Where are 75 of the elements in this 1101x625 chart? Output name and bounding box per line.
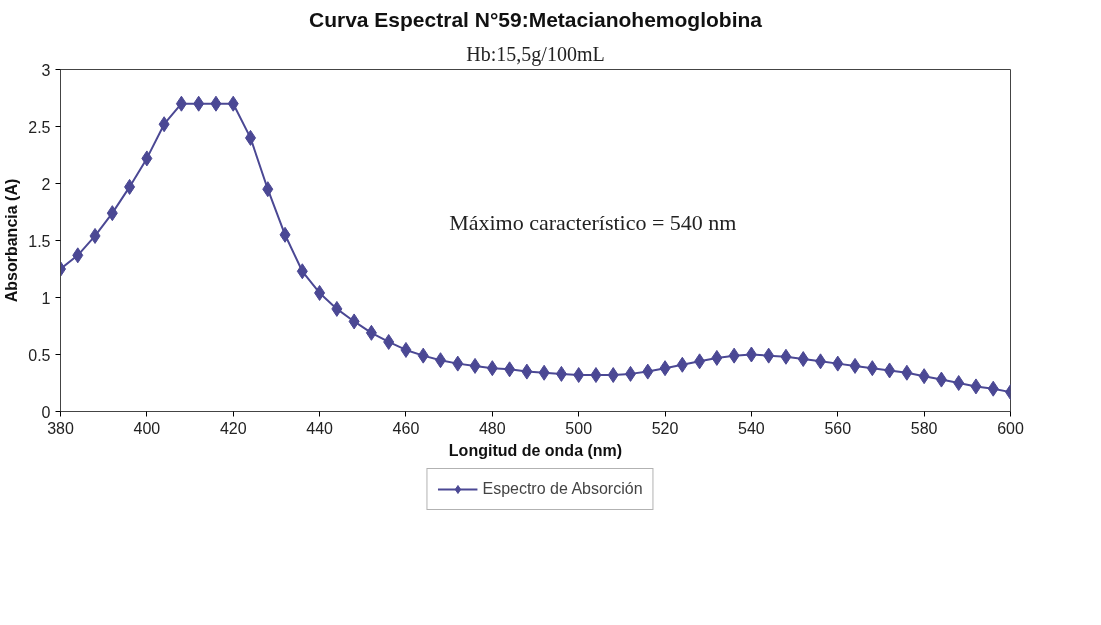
point [884,362,896,379]
point [694,353,706,370]
y-tick-label: 1 [41,289,51,307]
point [175,95,187,112]
point [400,341,412,358]
point [279,226,291,243]
chart-subtitle: Hb:15,5g/100mL [466,42,605,66]
point [314,284,326,301]
point [987,380,999,397]
point [590,367,602,384]
point [676,356,688,373]
point [607,367,619,384]
x-tick-label: 540 [738,419,765,437]
point [711,349,723,366]
annotation: Máximo característico = 540 nm [449,209,737,235]
x-tick-label: 380 [47,419,74,437]
point [348,313,360,330]
point [780,348,792,365]
point [521,363,533,380]
point [573,367,585,384]
y-axis-title: Absorbancia (A) [3,178,21,303]
point [866,360,878,377]
point [763,347,775,364]
point [935,371,947,388]
x-tick-label: 400 [133,419,161,437]
point [504,361,516,378]
point [970,378,982,395]
x-tick-label: 520 [651,419,679,437]
point [849,357,861,374]
point [262,181,274,198]
point [141,150,153,167]
y-tick-label: 1.5 [28,232,51,250]
point [158,116,170,133]
point [210,95,222,112]
x-tick-label: 560 [824,419,852,437]
point [72,247,84,264]
point [659,360,671,377]
y-tick-label: 0.5 [28,346,51,364]
legend-label: Espectro de Absorción [482,479,643,498]
point [331,300,343,317]
point [124,178,136,195]
x-axis-title: Longitud de onda (nm) [448,441,623,459]
point [797,351,809,368]
chart-title: Curva Espectral N°59:Metacianohemoglobina [308,7,763,31]
point [452,355,464,372]
y-tick-label: 2 [41,175,51,193]
x-tick-label: 580 [910,419,938,437]
point [227,95,239,112]
point [555,365,567,382]
point [538,364,550,381]
point [953,375,965,391]
point [832,355,844,372]
point [365,324,377,341]
x-tick-label: 600 [997,419,1024,437]
point [383,333,395,350]
x-tick-label: 420 [219,419,247,437]
point [486,360,498,377]
point [918,368,930,385]
y-tick-label: 2.5 [28,118,51,136]
point [728,347,740,364]
x-tick-label: 480 [478,419,506,437]
y-tick-label: 0 [41,403,51,421]
point [296,263,308,280]
y-tick-label: 3 [41,61,51,79]
point [89,227,101,244]
point [901,364,913,381]
point [106,205,118,222]
point [417,347,429,364]
point [193,95,205,112]
x-tick-label: 440 [306,419,334,437]
point [745,346,757,363]
point [469,357,481,374]
x-tick-label: 460 [392,419,420,437]
x-tick-label: 500 [565,419,593,437]
point [642,363,654,380]
